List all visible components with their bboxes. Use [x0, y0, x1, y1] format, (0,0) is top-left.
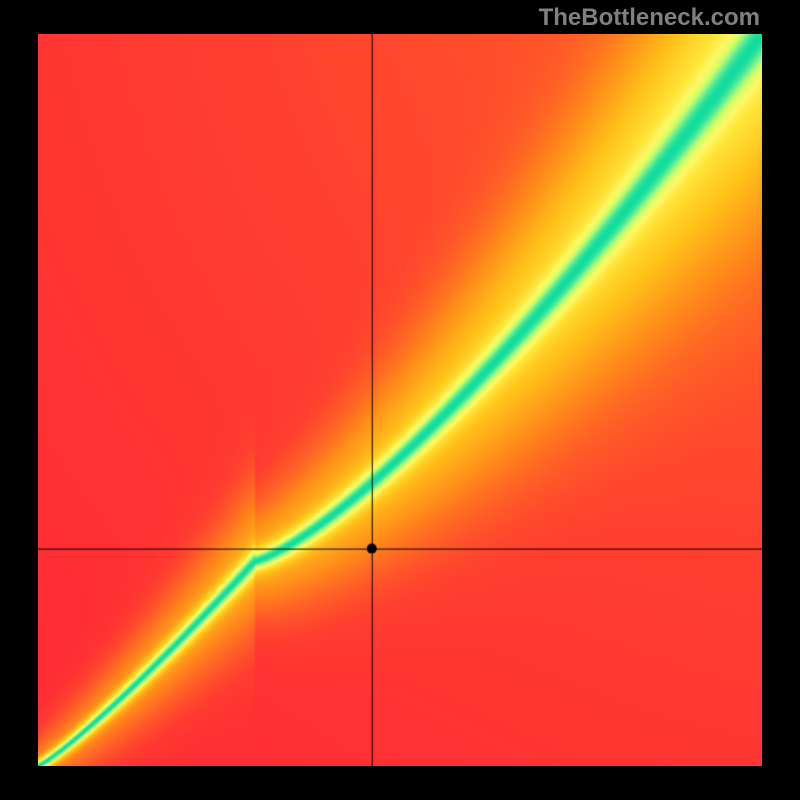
heatmap-plot [38, 34, 762, 766]
heatmap-canvas [38, 34, 762, 766]
chart-container: TheBottleneck.com [0, 0, 800, 800]
watermark-text: TheBottleneck.com [539, 4, 760, 32]
